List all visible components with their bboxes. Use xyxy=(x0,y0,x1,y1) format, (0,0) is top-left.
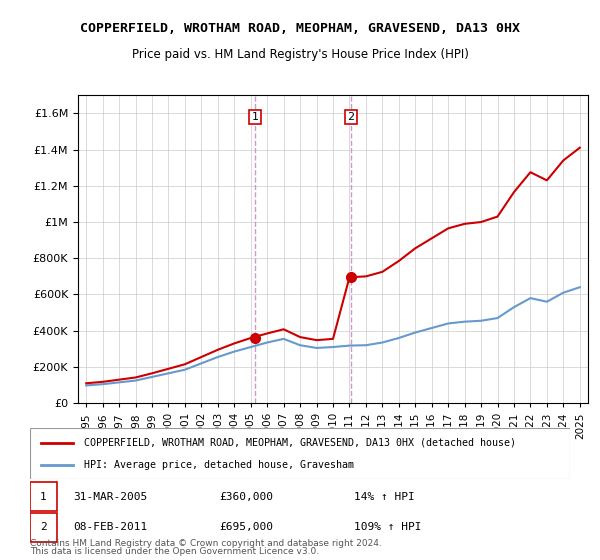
Text: 2: 2 xyxy=(347,112,355,122)
Text: Contains HM Land Registry data © Crown copyright and database right 2024.: Contains HM Land Registry data © Crown c… xyxy=(30,539,382,548)
Text: 1: 1 xyxy=(40,492,47,502)
FancyBboxPatch shape xyxy=(30,428,570,479)
Text: COPPERFIELD, WROTHAM ROAD, MEOPHAM, GRAVESEND, DA13 0HX: COPPERFIELD, WROTHAM ROAD, MEOPHAM, GRAV… xyxy=(80,22,520,35)
Text: Price paid vs. HM Land Registry's House Price Index (HPI): Price paid vs. HM Land Registry's House … xyxy=(131,48,469,60)
FancyBboxPatch shape xyxy=(30,482,57,511)
Text: 08-FEB-2011: 08-FEB-2011 xyxy=(73,522,148,533)
Text: COPPERFIELD, WROTHAM ROAD, MEOPHAM, GRAVESEND, DA13 0HX (detached house): COPPERFIELD, WROTHAM ROAD, MEOPHAM, GRAV… xyxy=(84,437,516,447)
Text: 2: 2 xyxy=(40,522,47,533)
Text: HPI: Average price, detached house, Gravesham: HPI: Average price, detached house, Grav… xyxy=(84,460,354,470)
Text: 31-MAR-2005: 31-MAR-2005 xyxy=(73,492,148,502)
Text: This data is licensed under the Open Government Licence v3.0.: This data is licensed under the Open Gov… xyxy=(30,548,319,557)
Text: £360,000: £360,000 xyxy=(219,492,273,502)
Text: 14% ↑ HPI: 14% ↑ HPI xyxy=(354,492,415,502)
Text: 1: 1 xyxy=(251,112,259,122)
Text: £695,000: £695,000 xyxy=(219,522,273,533)
FancyBboxPatch shape xyxy=(30,513,57,542)
Text: 109% ↑ HPI: 109% ↑ HPI xyxy=(354,522,421,533)
